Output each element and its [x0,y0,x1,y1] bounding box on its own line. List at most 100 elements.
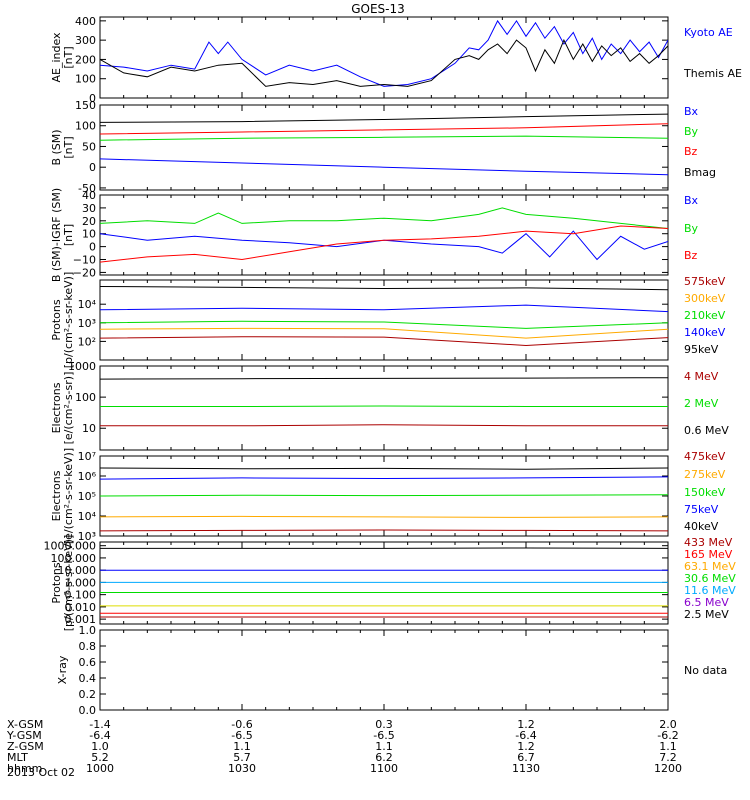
x-row-value: 5.2 [91,751,109,764]
y-tick-label: 10² [78,335,96,348]
panel-frame [99,279,669,361]
legend-entry: 40keV [684,520,719,533]
y-tick-label: 30 [82,202,96,215]
series-line-bx [100,230,668,261]
x-row-y-gsm: Y-GSM -6.4 -6.5 -6.5 -6.4 -6.2 [6,729,679,742]
y-tick-label: 0.8 [79,640,97,653]
legend-entry: Bx [684,105,699,118]
legend-entry: 2 MeV [684,397,719,410]
y-tick-label: 100.000 [51,552,97,565]
y-tick-label: 100 [75,73,96,86]
y-axis-label-line: [p/(cm²-s-sr-keV)] [62,272,75,369]
y-tick-label: 10³ [78,530,96,543]
legend-entry: Kyoto AE [684,26,733,39]
y-axis-label-line: [p/(cm²-s-sr-keV)] [62,535,75,632]
y-tick-label: 0 [89,241,96,254]
series-line-4-mev [100,424,668,427]
panel-frame [99,104,669,191]
series-line-bmag [100,113,668,123]
series-line-bx [100,158,668,176]
x-row-x-gsm: X-GSM -1.4 -0.6 0.3 1.2 2.0 [7,718,677,731]
series-group [100,467,668,532]
x-row-value: 7.2 [659,751,677,764]
panel-frame [99,629,669,711]
legend-entry: By [684,222,699,235]
y-axis-label-line: X-ray [56,655,69,684]
y-tick-label: 10⁵ [78,490,96,503]
series-group [100,286,668,347]
y-axis-label: Protons[p/(cm²-s-sr-keV)] [50,272,75,369]
x-row-label: Z-GSM [7,740,44,753]
x-row-value: -6.2 [657,729,678,742]
y-tick-label: 400 [75,15,96,28]
series-group [100,207,668,263]
y-tick-label: 0.4 [79,672,97,685]
legend-entry: 433 MeV [684,536,733,549]
x-row-value: 1.0 [91,740,109,753]
series-line-kyoto-ae [100,19,668,87]
y-axis-label: X-ray [56,655,69,684]
legend-entry: 95keV [684,343,719,356]
y-axis-label-line: B (SM) [50,129,63,165]
y-tick-label: 10.000 [58,564,97,577]
y-tick-label: 10⁴ [78,298,97,311]
x-row-value: 1.1 [233,740,251,753]
y-tick-label: 10⁷ [78,450,96,463]
x-row-value: 2.0 [659,718,677,731]
legend-entry: 475keV [684,450,726,463]
y-tick-label: 1.0 [79,624,97,637]
panel-frame [99,194,669,276]
y-tick-label: 0.0 [79,704,97,717]
legend-entry: Bz [684,145,698,158]
panel-xray: 0.0 0.2 0.4 0.6 0.8 1.0 X-ray No data [56,624,727,717]
x-row-value: -6.4 [89,729,110,742]
x-row-value: 6.2 [375,751,393,764]
series-line-575kev [100,286,668,291]
series-group [100,377,668,427]
y-axis-label-line: Protons [50,562,63,603]
y-tick-label: 1000.000 [44,540,97,553]
series-line-bz [100,123,668,135]
x-row-hhmm: hhmm 1000 1030 1100 1130 1200 [7,762,682,775]
chart-title: GOES-13 [351,2,405,16]
legend-entry: 140keV [684,326,726,339]
x-row-value: 1030 [228,762,256,775]
y-axis-label-line: Electrons [50,470,63,521]
x-row-value: -1.4 [89,718,110,731]
panel-electrons_kev: 10³10⁴10⁵10⁶10⁷Electrons[e/(cm²-s-sr-keV… [50,448,726,544]
x-row-value: 1.2 [517,740,535,753]
series-line-by [100,135,668,141]
series-line-bz [100,225,668,263]
y-axis-label: B (SM)-IGRF (SM)[nT] [50,188,75,282]
series-group [100,19,668,87]
legend-entry: 30.6 MeV [684,572,736,585]
y-axis-label-line: AE_index [50,32,63,83]
series-line-by [100,207,668,229]
x-row-label: X-GSM [7,718,43,731]
series-line-75kev [100,476,668,480]
y-axis-label: Protons[p/(cm²-s-sr-keV)] [50,535,75,632]
legend-entry: 6.5 MeV [684,596,729,609]
series-line-140kev [100,304,668,313]
series-line-2-mev [100,405,668,407]
y-tick-label: −10 [73,254,96,267]
series-line-475kev [100,529,668,532]
y-tick-label: 10⁴ [78,510,97,523]
x-row-value: 1.1 [659,740,677,753]
y-tick-label: 200 [75,53,96,66]
series-line-150kev [100,494,668,497]
series-line-300kev [100,327,668,339]
y-tick-label: 10 [82,228,96,241]
legend-entry: Themis AE [683,67,742,80]
y-axis-label-line: [e/(cm²-s-sr-keV)] [62,448,75,544]
legend-entry: 275keV [684,468,726,481]
y-tick-label: 150 [75,99,96,112]
legend-entry: By [684,125,699,138]
y-tick-label: 0 [89,92,96,105]
y-tick-label: 0.010 [65,601,97,614]
y-tick-label: 0.001 [65,613,97,626]
y-axis-label-line: [nT] [62,224,75,246]
x-row-mlt: MLT 5.2 5.7 6.2 6.7 7.2 [7,751,677,764]
